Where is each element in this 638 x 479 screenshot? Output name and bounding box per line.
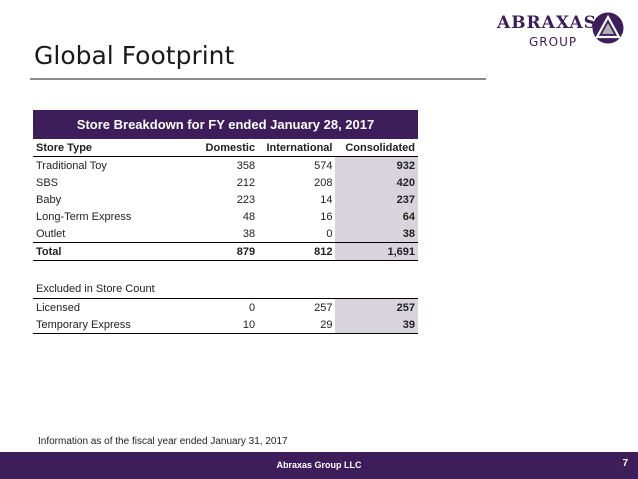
cell-international: 0 <box>326 227 333 240</box>
cell-international: 16 <box>320 210 333 223</box>
table-row: Long-Term Express 48 16 64 <box>33 208 418 225</box>
cell-store-type: Temporary Express <box>33 316 197 334</box>
cell-store-type: Licensed <box>36 301 81 314</box>
cell-consolidated: 420 <box>335 174 418 191</box>
table-row: Outlet 38 0 38 <box>33 225 418 243</box>
cell-international: 208 <box>314 176 333 189</box>
cell-consolidated: 257 <box>335 299 418 316</box>
cell-international: 574 <box>314 159 333 172</box>
cell-domestic: 223 <box>236 193 256 206</box>
total-domestic: 879 <box>196 242 259 261</box>
page-title: Global Footprint <box>34 41 235 70</box>
store-table: Store Type Domestic International Consol… <box>33 139 418 261</box>
table-caption: Store Breakdown for FY ended January 28,… <box>33 110 418 139</box>
cell-consolidated: 38 <box>335 225 418 243</box>
cell-domestic: 0 <box>248 301 256 314</box>
cell-store-type: Outlet <box>36 227 66 240</box>
cell-store-type: SBS <box>36 176 59 189</box>
cell-consolidated: 39 <box>335 316 418 334</box>
footer-company: Abraxas Group LLC <box>276 460 362 470</box>
abraxas-logo: ABRAXAS GROUP <box>497 12 625 52</box>
footer-bar: Abraxas Group LLC 7 <box>0 452 638 479</box>
table-row: SBS 212 208 420 <box>33 174 418 191</box>
triangle-logo-icon <box>592 12 624 44</box>
excluded-heading: Excluded in Store Count <box>33 281 418 299</box>
table-row: Baby 223 14 237 <box>33 191 418 208</box>
total-international: 812 <box>258 242 336 261</box>
cell-international: 14 <box>320 193 333 206</box>
table-row: Traditional Toy 358 574 932 <box>33 156 418 174</box>
store-breakdown-table: Store Breakdown for FY ended January 28,… <box>33 110 418 334</box>
page-number: 7 <box>622 458 628 469</box>
cell-consolidated: 932 <box>335 156 418 174</box>
header-consolidated: Consolidated <box>335 139 418 157</box>
cell-consolidated: 64 <box>335 208 418 225</box>
header-store-type: Store Type <box>33 139 197 157</box>
cell-domestic: 212 <box>236 176 256 189</box>
excluded-table: Licensed 0 257 257 Temporary Express 10 … <box>33 299 418 334</box>
cell-store-type: Long-Term Express <box>36 210 132 223</box>
cell-domestic: 10 <box>196 316 259 334</box>
total-row: Total 879 812 1,691 <box>33 242 418 261</box>
footnote: Information as of the fiscal year ended … <box>38 436 288 447</box>
total-label: Total <box>33 242 197 261</box>
cell-domestic: 358 <box>236 159 256 172</box>
cell-domestic: 48 <box>242 210 256 223</box>
table-row: Temporary Express 10 29 39 <box>33 316 418 334</box>
table-spacer <box>33 261 418 281</box>
logo-subtitle: GROUP <box>529 35 578 49</box>
cell-store-type: Baby <box>36 193 62 206</box>
header-domestic: Domestic <box>196 139 259 157</box>
cell-international: 29 <box>258 316 336 334</box>
header-international: International <box>258 139 336 157</box>
total-consolidated: 1,691 <box>335 242 418 261</box>
table-row: Licensed 0 257 257 <box>33 299 418 316</box>
cell-store-type: Traditional Toy <box>36 159 107 172</box>
table-header-row: Store Type Domestic International Consol… <box>33 139 418 157</box>
logo-name: ABRAXAS <box>497 13 597 33</box>
cell-international: 257 <box>314 301 333 314</box>
cell-domestic: 38 <box>242 227 256 240</box>
cell-consolidated: 237 <box>335 191 418 208</box>
title-divider <box>30 78 486 80</box>
